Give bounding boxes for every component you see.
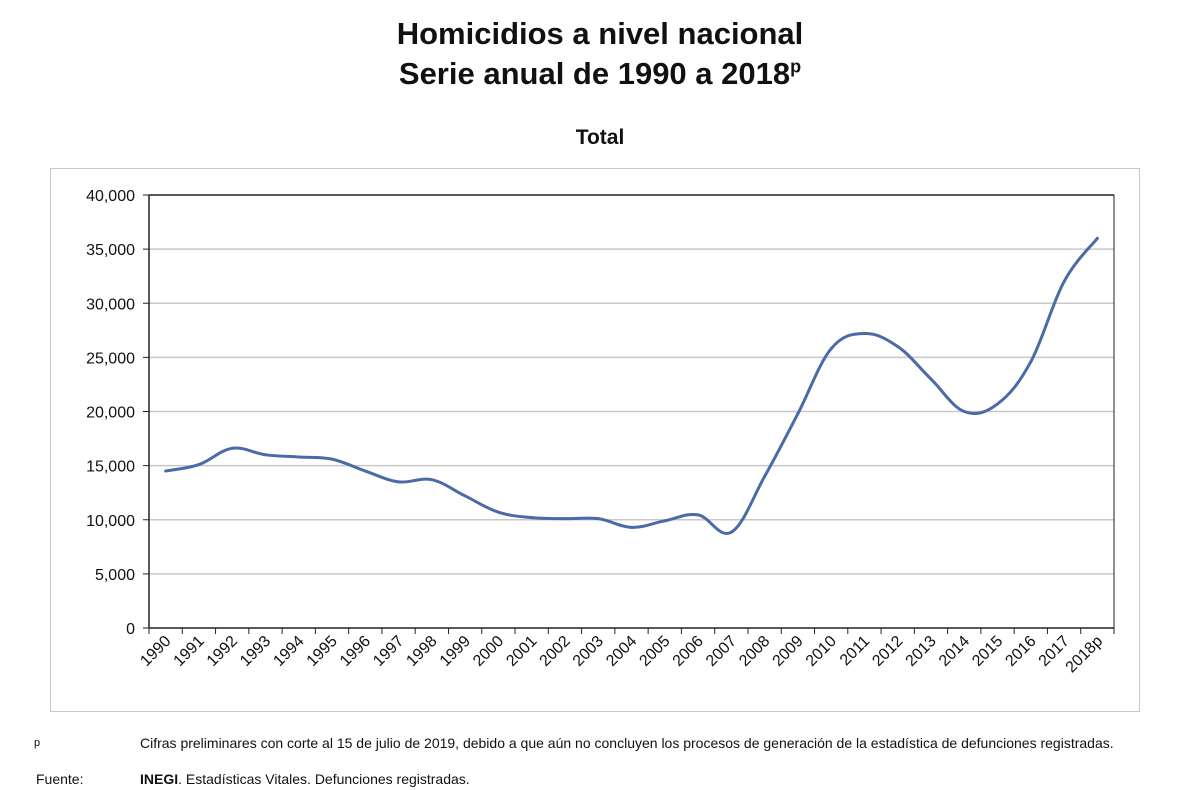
x-tick-label: 2011 [837, 633, 873, 669]
data-point [729, 530, 733, 534]
data-point [263, 453, 267, 457]
y-tick-label: 0 [126, 621, 135, 638]
chart-subtitle: Total [575, 126, 625, 149]
x-tick-label: 2000 [470, 633, 507, 670]
x-tick-label: 2005 [636, 633, 673, 670]
title-line-1: Homicidios a nivel nacional [396, 16, 804, 51]
data-point [1095, 236, 1099, 240]
y-tick-label: 10,000 [86, 513, 135, 530]
x-tick-label: 1999 [437, 633, 474, 670]
x-tick-label: 1998 [403, 633, 440, 670]
x-tick-label: 1996 [337, 633, 374, 670]
data-point [430, 478, 434, 482]
data-point [763, 474, 767, 478]
data-point [164, 469, 168, 473]
x-tick-label: 2013 [903, 633, 940, 670]
x-tick-labels: 1990199119921993199419951996199719981999… [137, 633, 1106, 677]
series-line [165, 237, 1099, 535]
source-label: Fuente: [36, 771, 84, 787]
series-group [164, 236, 1099, 535]
x-tick-label: 2006 [670, 633, 707, 670]
x-tick-label: 2009 [770, 633, 807, 670]
x-tick-label: 1994 [270, 633, 307, 670]
data-point [330, 457, 334, 461]
x-tick-label: 2003 [570, 633, 607, 670]
data-point [397, 480, 401, 484]
data-point [530, 516, 534, 520]
title-line-2-text: Serie anual de 1990 a 2018 [398, 56, 791, 91]
x-tick-label: 1995 [304, 633, 341, 670]
x-tick-label: 2018p [1063, 633, 1107, 677]
data-point [496, 510, 500, 514]
data-point [929, 377, 933, 381]
source-description: . Estadísticas Vitales. Defunciones regi… [178, 771, 470, 787]
axes [143, 194, 1115, 634]
data-point [363, 469, 367, 473]
x-tick-label: 2012 [869, 633, 906, 670]
y-tick-label: 40,000 [86, 188, 135, 205]
data-point [297, 455, 301, 459]
source-org: INEGI [140, 771, 179, 787]
chart-frame [50, 168, 1140, 712]
data-point [630, 525, 633, 529]
x-tick-label: 1990 [137, 633, 174, 670]
chart-title: Homicidios a nivel nacional Serie anual … [0, 14, 1200, 94]
y-tick-label: 20,000 [86, 405, 135, 422]
x-tick-label: 1993 [237, 633, 274, 670]
y-tick-labels: 0 5,000 10,000 15,000 20,000 25,000 30,000 35,0… [86, 188, 135, 638]
x-tick-label: 2004 [603, 633, 640, 670]
gridlines [149, 248, 1114, 575]
x-tick-label: 2016 [1002, 633, 1039, 670]
data-point [862, 332, 866, 336]
data-point [962, 410, 966, 413]
data-point [1029, 360, 1033, 364]
data-point [696, 513, 700, 517]
data-point [230, 446, 234, 450]
x-tick-label: 2010 [803, 633, 840, 670]
x-tick-label: 1991 [171, 633, 208, 670]
data-point [663, 519, 667, 523]
data-point [829, 347, 833, 351]
x-tick-label: 1997 [370, 633, 407, 670]
x-tick-label: 2015 [969, 633, 1006, 670]
data-point [596, 517, 600, 521]
source-text: INEGI. Estadísticas Vitales. Defunciones… [140, 770, 470, 788]
x-tick-label: 2008 [736, 633, 773, 670]
data-point [563, 517, 567, 521]
data-point [996, 402, 1000, 406]
data-point [463, 494, 467, 498]
x-tick-label: 2014 [936, 633, 973, 670]
data-point [1062, 280, 1066, 284]
x-tick-label: 2001 [503, 633, 540, 670]
footnote-marker: p [34, 737, 41, 749]
title-superscript: p [790, 56, 802, 77]
y-tick-label: 30,000 [86, 296, 135, 313]
data-point [796, 412, 800, 416]
x-tick-label: 2007 [703, 633, 740, 670]
x-tick-label: 1992 [204, 633, 241, 670]
title-line-2: Serie anual de 1990 a 2018p [0, 54, 1200, 94]
data-point [197, 463, 201, 467]
footnote-text: Cifras preliminares con corte al 15 de j… [140, 735, 1114, 751]
y-tick-label: 35,000 [86, 242, 135, 259]
x-tick-label: 2002 [537, 633, 574, 670]
y-tick-label: 5,000 [95, 567, 135, 584]
y-tick-label: 25,000 [86, 350, 135, 367]
y-tick-label: 15,000 [86, 459, 135, 476]
data-point [896, 345, 900, 349]
